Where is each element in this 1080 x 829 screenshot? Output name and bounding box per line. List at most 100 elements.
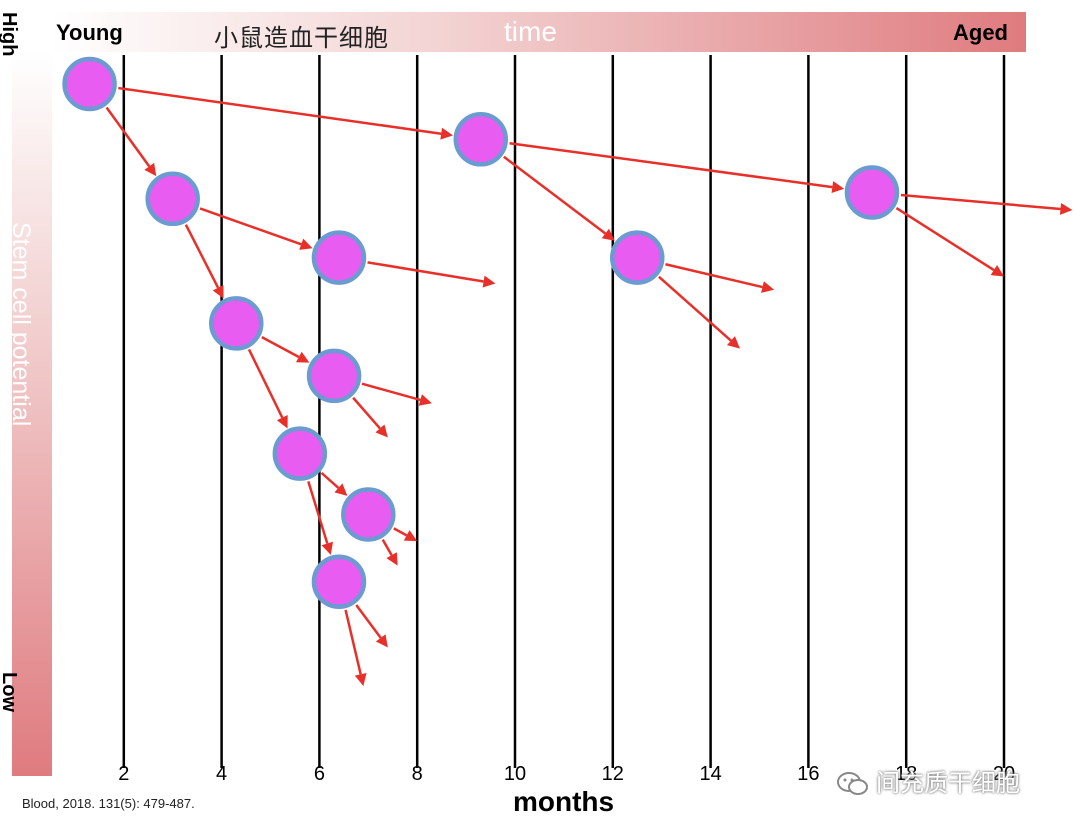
arrow-head [761, 281, 775, 293]
arrow-shaft [381, 539, 393, 556]
arrow-head [334, 483, 348, 496]
arrow-15 [658, 275, 740, 349]
arrow-shaft [261, 336, 300, 359]
arrow-shaft [320, 471, 340, 489]
time-label: time [504, 16, 557, 47]
arrow-head [482, 275, 496, 288]
stem-cell-c2 [453, 112, 509, 167]
stem-cell-c8 [306, 348, 362, 404]
arrow-head [295, 351, 310, 363]
tick-label-18: 18 [895, 763, 917, 785]
young-label: Young [56, 20, 123, 45]
arrow-head [375, 424, 388, 438]
arrow-shaft [105, 106, 151, 168]
stem-cells [62, 56, 900, 609]
arrow-6 [503, 155, 615, 241]
chinese-title: 小鼠造血干细胞 [214, 24, 389, 52]
stem-cell-c6 [610, 230, 665, 285]
arrow-4 [199, 207, 313, 250]
tick-label-6: 6 [314, 763, 325, 785]
tick-label-20: 20 [993, 763, 1015, 785]
watermark: 间充质干细胞 [836, 763, 1020, 798]
stem-cell-c9 [272, 426, 328, 481]
months-axis-title: months [513, 786, 615, 817]
arrow-11 [900, 193, 1073, 215]
arrow-13 [367, 261, 496, 288]
potential-gradient-bar [12, 52, 52, 776]
tick-label-2: 2 [118, 763, 129, 785]
arrow-shaft [895, 207, 995, 272]
arrow-head [1059, 202, 1073, 215]
arrow-head [601, 228, 615, 241]
division-arrows [105, 86, 1073, 686]
month-gridlines [122, 55, 1006, 768]
arrow-shaft [367, 261, 484, 283]
arrow-shaft [184, 224, 220, 289]
citation: Blood, 2018. 131(5): 479-487. [22, 796, 195, 811]
arrow-3 [105, 106, 157, 177]
arrow-shaft [393, 527, 408, 537]
arrow-7 [261, 336, 310, 363]
arrow-2 [509, 141, 845, 194]
stem-cell-c11 [311, 554, 367, 609]
arrow-9 [320, 471, 348, 496]
arrow-5 [184, 224, 224, 299]
stem-cell-c5 [311, 230, 367, 285]
tick-label-16: 16 [797, 763, 819, 785]
arrow-head [831, 181, 845, 194]
arrow-shaft [658, 275, 732, 342]
arrow-12 [895, 207, 1004, 277]
arrow-10 [307, 480, 334, 555]
arrow-14 [665, 263, 775, 293]
time-gradient-bar: Young 小鼠造血干细胞 time Aged [52, 12, 1026, 52]
stem-cell-c4 [145, 171, 200, 227]
arrow-shaft [900, 193, 1061, 211]
stem-cell-c3 [844, 165, 900, 220]
arrow-head [212, 285, 224, 299]
tick-label-14: 14 [699, 763, 721, 785]
arrow-head [418, 394, 432, 406]
tick-label-4: 4 [216, 763, 227, 785]
arrow-head [386, 552, 398, 566]
arrow-head [990, 264, 1004, 277]
arrow-shaft [355, 604, 382, 639]
watermark-text: 间充质干细胞 [876, 769, 1020, 797]
arrow-shaft [352, 396, 381, 430]
arrow-shaft [509, 141, 833, 189]
arrow-8 [247, 348, 288, 429]
arrow-shaft [344, 609, 362, 675]
arrow-20 [355, 604, 388, 648]
arrow-shaft [361, 382, 421, 402]
arrow-head [440, 127, 454, 140]
arrow-head [321, 541, 334, 555]
arrow-head [375, 634, 388, 648]
tick-label-8: 8 [412, 763, 423, 785]
arrow-shaft [199, 207, 302, 246]
arrow-shaft [665, 263, 763, 289]
arrow-16 [361, 382, 432, 406]
arrow-head [276, 415, 288, 429]
stem-cell-c1 [62, 56, 117, 112]
arrow-head [403, 530, 418, 542]
month-tick-labels: 2 4 6 8 10 12 14 16 18 20 [118, 763, 1015, 785]
arrow-head [354, 672, 367, 686]
arrow-19 [381, 539, 398, 566]
arrow-17 [352, 396, 388, 438]
tick-label-12: 12 [602, 763, 624, 785]
aged-label: Aged [953, 20, 1008, 45]
stem-cell-c10 [341, 487, 396, 542]
arrow-shaft [307, 480, 329, 544]
arrow-shaft [118, 86, 442, 135]
arrow-head [144, 162, 157, 177]
stem-cell-c7 [209, 296, 264, 351]
arrow-shaft [247, 348, 284, 419]
arrow-shaft [503, 155, 607, 235]
wechat-icon [837, 772, 868, 795]
tick-label-10: 10 [504, 763, 526, 785]
arrow-head [726, 336, 740, 349]
arrow-1 [118, 86, 454, 140]
arrow-21 [344, 609, 367, 686]
arrow-18 [393, 527, 418, 542]
arrow-head [299, 238, 313, 250]
